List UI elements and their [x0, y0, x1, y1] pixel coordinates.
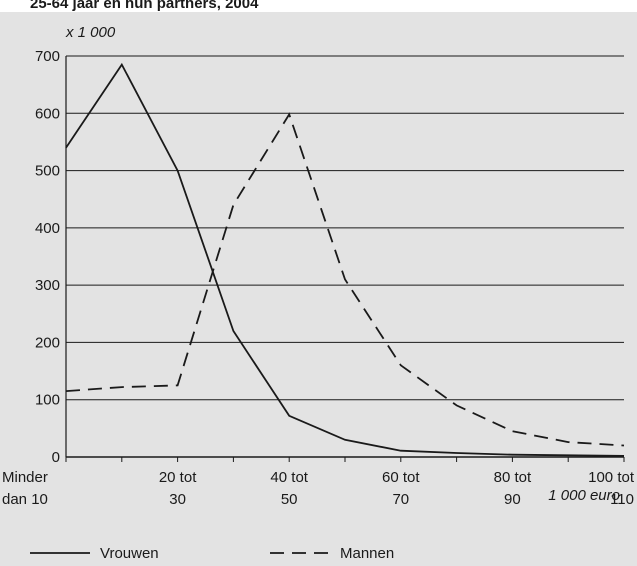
- gridlines: [65, 55, 624, 458]
- x-axis-ticks: Minder dan 10 20 tot 30 40 tot 50 60 tot 70 80 t…: [2, 457, 635, 508]
- y-axis-ticks: 0 100 200 300 400 500 600 700: [35, 48, 60, 466]
- x-tick-label-2-0: 20 tot: [159, 469, 197, 486]
- x-tick-label-0-0: Minder: [2, 469, 48, 486]
- x-tick-label-6-0: 60 tot: [382, 469, 420, 486]
- x-tick-label-8-0: 80 tot: [494, 469, 532, 486]
- x-unit-label: 1 000 euro: [548, 487, 620, 504]
- legend: Vrouwen Mannen: [30, 545, 394, 562]
- y-tick-label-100: 100: [35, 392, 60, 409]
- y-tick-label-500: 500: [35, 163, 60, 180]
- series-line-vrouwen: [65, 62, 625, 457]
- x-tick-label-2-1: 30: [169, 491, 186, 508]
- y-tick-label-400: 400: [35, 220, 60, 237]
- y-tick-label-0: 0: [52, 449, 60, 466]
- legend-label-vrouwen: Vrouwen: [100, 545, 159, 562]
- series-line-mannen: [65, 112, 625, 447]
- y-unit-label: x 1 000: [65, 24, 116, 41]
- y-tick-label-700: 700: [35, 48, 60, 65]
- x-tick-label-0-1: dan 10: [2, 491, 48, 508]
- x-tick-label-4-1: 50: [281, 491, 298, 508]
- series-lines: [65, 62, 625, 457]
- plot-area: [66, 56, 624, 457]
- legend-label-mannen: Mannen: [340, 545, 394, 562]
- x-tick-label-8-1: 90: [504, 491, 521, 508]
- y-tick-label-600: 600: [35, 105, 60, 122]
- x-tick-label-6-1: 70: [392, 491, 409, 508]
- y-tick-label-300: 300: [35, 277, 60, 294]
- x-tick-label-4-0: 40 tot: [270, 469, 308, 486]
- x-tick-label-10-1: 110: [610, 491, 634, 508]
- x-tick-label-10-0: 100 tot: [588, 469, 635, 486]
- y-tick-label-200: 200: [35, 334, 60, 351]
- chart-title: 25-64 jaar en hun partners, 2004: [30, 0, 259, 12]
